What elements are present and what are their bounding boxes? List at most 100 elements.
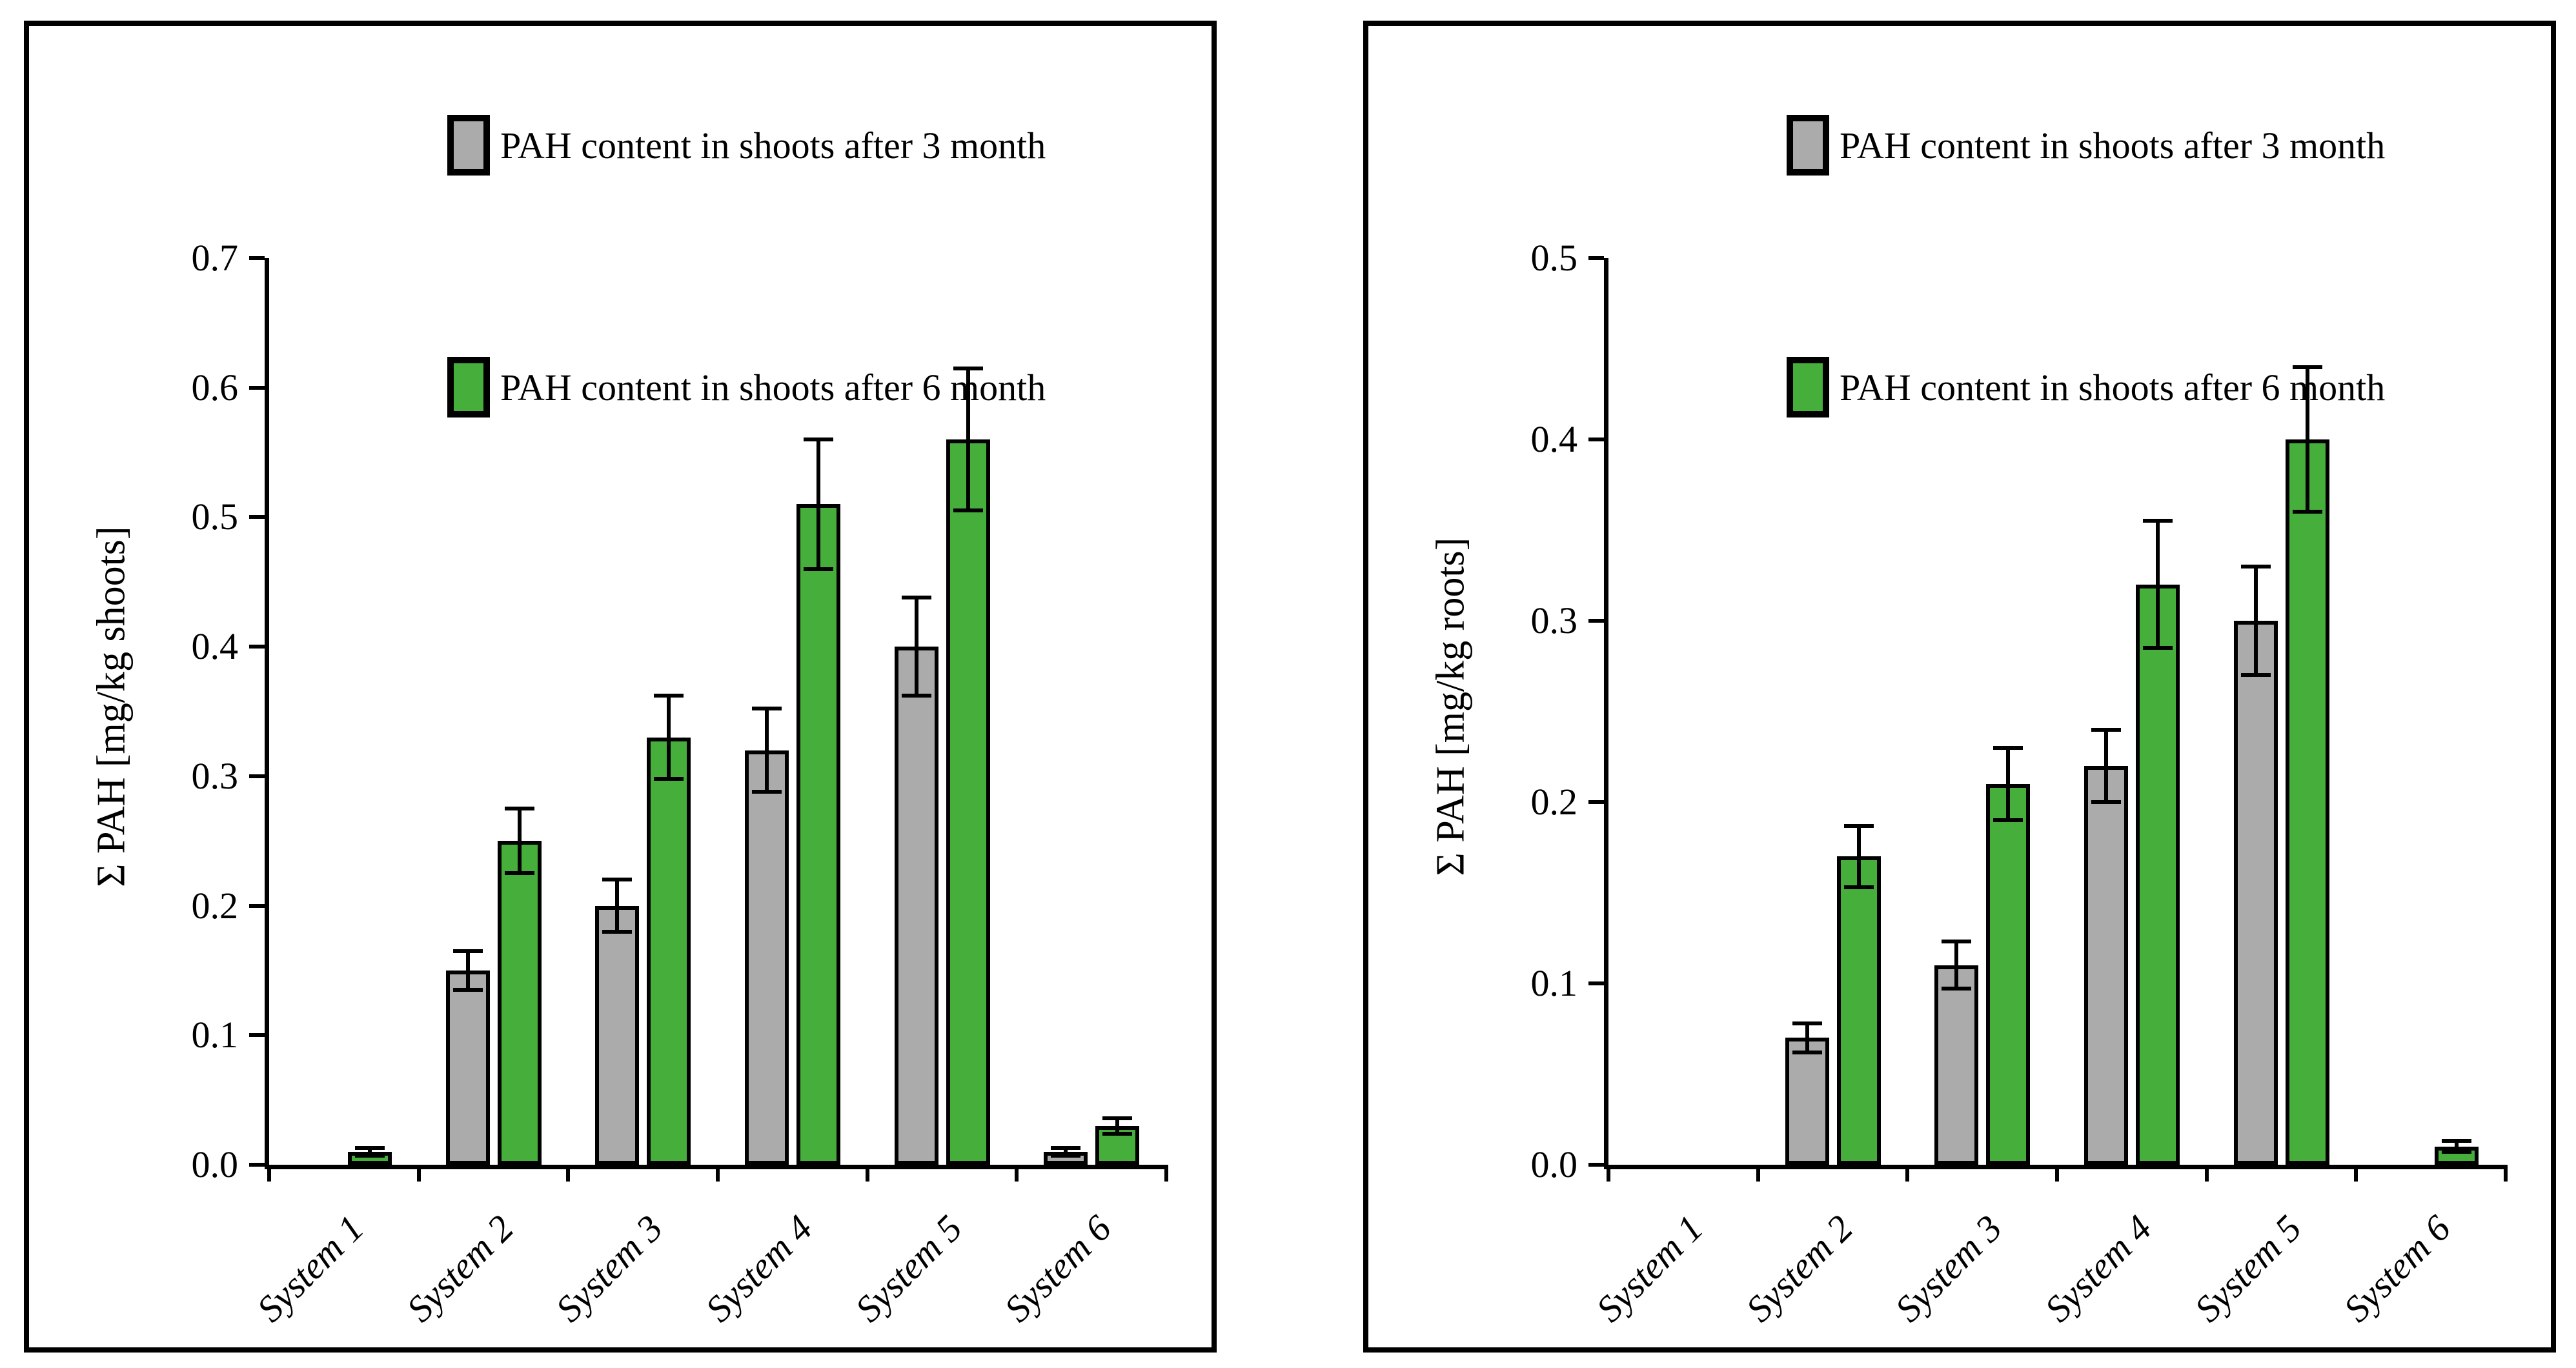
legend-label-3month: PAH content in shoots after 3 month: [500, 124, 1046, 166]
bar-system-3-6month: [647, 737, 691, 1165]
y-tick-label: 0.4: [1530, 418, 1578, 460]
bar-system-2-3month: [1785, 1038, 1829, 1165]
error-bar-cap-top: [2442, 1139, 2472, 1143]
y-tick-label: 0.1: [191, 1014, 239, 1056]
error-bar-cap-top: [354, 1145, 385, 1150]
bar-system-5-3month: [2233, 621, 2278, 1165]
error-bar-cap-bottom: [1051, 1153, 1081, 1158]
y-tick-label: 0.3: [191, 754, 239, 797]
x-axis-label-system-5: System 5: [846, 1207, 970, 1331]
error-bar-system-3-6month: [667, 696, 671, 779]
error-bar-cap-top: [803, 438, 833, 441]
y-tick-label: 0.3: [1530, 599, 1578, 641]
x-axis-label-system-6: System 6: [996, 1207, 1120, 1331]
error-bar-system-5-3month: [2253, 566, 2258, 676]
x-tick-mark: [865, 1165, 869, 1182]
bar-system-4-3month: [744, 750, 789, 1165]
bar-system-3-6month: [1986, 783, 2031, 1165]
error-bar-cap-top: [751, 707, 782, 711]
y-tick-label: 0.1: [1530, 962, 1578, 1004]
error-bar-cap-bottom: [2292, 510, 2322, 514]
error-bar-system-4-6month: [816, 439, 820, 569]
y-tick-mark: [249, 1033, 265, 1038]
error-bar-cap-top: [1102, 1116, 1133, 1120]
error-bar-cap-top: [2142, 519, 2173, 523]
x-axis-label-system-4: System 4: [2036, 1207, 2160, 1331]
legend-label-3month: PAH content in shoots after 3 month: [1840, 124, 2386, 166]
bar-system-2-3month: [445, 970, 490, 1165]
error-bar-system-2-6month: [517, 809, 522, 874]
roots-chart-panel: PAH content in shoots after 3 month PAH …: [1363, 21, 2556, 1353]
y-tick-label: 0.0: [191, 1143, 239, 1185]
legend-item-6month: PAH content in shoots after 6 month: [447, 352, 1046, 423]
error-bar-cap-bottom: [1102, 1131, 1133, 1136]
error-bar-system-4-3month: [764, 709, 769, 792]
error-bar-cap-bottom: [2142, 646, 2173, 650]
bar-system-5-6month: [946, 439, 990, 1165]
y-tick-label: 0.0: [1530, 1143, 1578, 1185]
y-tick-mark: [249, 515, 265, 519]
error-bar-system-5-3month: [914, 597, 918, 696]
y-tick-mark: [249, 645, 265, 649]
x-tick-mark: [2354, 1165, 2358, 1182]
legend-swatch-6month: [1787, 357, 1829, 417]
bar-system-4-6month: [796, 504, 840, 1165]
error-bar-system-2-6month: [1856, 825, 1861, 888]
y-tick-mark: [1588, 1163, 1604, 1167]
bar-system-5-6month: [2285, 439, 2329, 1165]
error-bar-cap-top: [452, 949, 483, 953]
error-bar-system-3-3month: [615, 880, 620, 932]
bar-system-4-6month: [2135, 584, 2180, 1165]
y-tick-mark: [249, 774, 265, 778]
x-tick-mark: [1164, 1165, 1168, 1182]
bar-system-3-3month: [595, 905, 640, 1165]
x-tick-mark: [1756, 1165, 1760, 1182]
error-bar-cap-bottom: [751, 789, 782, 794]
y-axis-title-roots: Σ PAH [mg/kg roots]: [1428, 537, 1473, 876]
y-tick-mark: [1588, 438, 1604, 441]
y-tick-mark: [1588, 981, 1604, 985]
y-tick-mark: [1588, 256, 1604, 260]
y-tick-label: 0.6: [191, 366, 239, 408]
x-axis-label-system-6: System 6: [2335, 1207, 2459, 1331]
error-bar-cap-bottom: [803, 567, 833, 571]
error-bar-cap-top: [654, 694, 684, 698]
bar-system-5-3month: [894, 647, 938, 1165]
y-tick-mark: [1588, 619, 1604, 623]
x-axis-label-system-5: System 5: [2186, 1207, 2309, 1331]
legend-label-6month: PAH content in shoots after 6 month: [1840, 366, 2386, 408]
y-tick-mark: [1588, 800, 1604, 804]
x-tick-mark: [416, 1165, 421, 1182]
error-bar-system-2-3month: [465, 951, 470, 991]
bar-system-2-6month: [1836, 856, 1881, 1165]
bar-system-3-3month: [1934, 965, 1979, 1165]
error-bar-cap-top: [1792, 1021, 1822, 1025]
error-bar-cap-bottom: [1942, 987, 1972, 991]
x-tick-mark: [1015, 1165, 1019, 1182]
legend-swatch-6month: [447, 357, 490, 417]
bar-system-4-3month: [2084, 765, 2128, 1165]
error-bar-system-3-3month: [1954, 941, 1959, 989]
y-tick-label: 0.4: [191, 625, 239, 668]
y-tick-label: 0.5: [1530, 237, 1578, 279]
y-tick-mark: [249, 903, 265, 908]
legend-swatch-3month: [1787, 115, 1829, 176]
error-bar-system-6-6month: [2455, 1141, 2459, 1152]
x-tick-mark: [2055, 1165, 2059, 1182]
legend-swatch-3month: [447, 115, 490, 176]
error-bar-system-1-6month: [367, 1147, 372, 1156]
y-tick-label: 0.5: [191, 496, 239, 538]
legend-item-6month: PAH content in shoots after 6 month: [1787, 352, 2385, 423]
y-tick-mark: [249, 256, 265, 260]
plot-area-shoots: 0.0 0.1 0.2 0.3 0.4 0.5 0.6 0.7 System 1 System 2…: [192, 239, 1168, 1330]
x-tick-mark: [267, 1165, 271, 1182]
error-bar-cap-bottom: [602, 929, 633, 934]
x-tick-mark: [1607, 1165, 1610, 1182]
x-tick-mark: [2204, 1165, 2209, 1182]
error-bar-cap-top: [2240, 564, 2271, 568]
error-bar-cap-bottom: [1792, 1050, 1822, 1054]
x-axis-label-system-3: System 3: [1887, 1207, 2011, 1331]
x-axis-label-system-4: System 4: [697, 1207, 820, 1331]
error-bar-cap-bottom: [901, 694, 931, 698]
x-axis-label-system-2: System 2: [398, 1207, 522, 1331]
